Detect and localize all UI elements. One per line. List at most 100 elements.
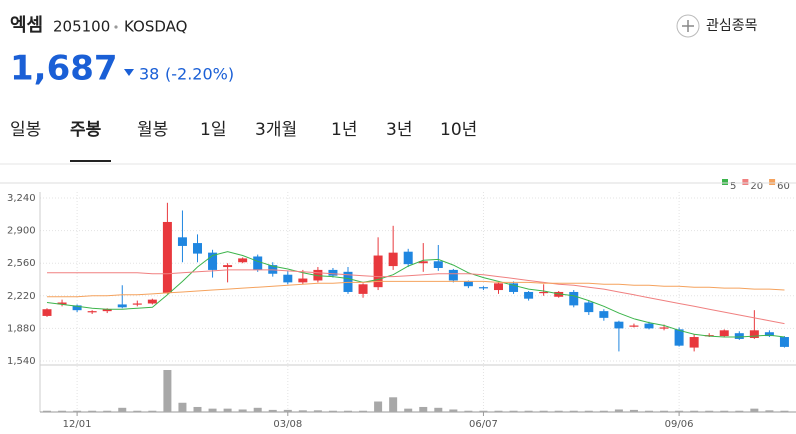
candle-body [524, 291, 534, 299]
candle-body [117, 304, 127, 308]
tab[interactable]: 주봉 [70, 120, 102, 140]
candle-body [358, 284, 368, 294]
volume-bar [629, 409, 638, 412]
y-tick-label: 1,540 [7, 356, 36, 367]
volume-bar [163, 370, 172, 412]
candle-body [764, 332, 774, 337]
separator-dot [114, 25, 118, 29]
volume-bar [223, 408, 232, 412]
volume-bar [118, 407, 127, 412]
candle-body [674, 329, 684, 346]
y-tick-label: 2,900 [7, 226, 36, 237]
volume-bar [765, 410, 774, 412]
change: 38 [139, 65, 159, 84]
volume-bar [584, 410, 593, 412]
candle-body [569, 291, 579, 306]
volume-bar [404, 408, 413, 412]
candle-body [177, 237, 187, 246]
stock-code: 205100 [53, 18, 110, 36]
candle-body [584, 302, 594, 313]
plus [682, 20, 694, 32]
volume-bar [660, 410, 669, 412]
volume-bar [599, 410, 608, 412]
volume-bar [298, 410, 307, 412]
candle-body [614, 321, 624, 329]
legend: 5 20 60 [722, 179, 790, 192]
volume-bar [283, 409, 292, 412]
tab[interactable]: 3년 [386, 120, 412, 140]
candle-body [373, 255, 383, 288]
legend-label: 5 [730, 181, 736, 192]
legend-label: 60 [777, 181, 790, 192]
tab[interactable]: 3개월 [255, 120, 297, 140]
candle-body [283, 274, 293, 283]
watch-button[interactable]: 관심종목 [676, 14, 758, 38]
candle-body [463, 281, 473, 287]
volume-bar [720, 410, 729, 412]
candle-body [87, 311, 97, 313]
x-tick-label: 12/01 [63, 419, 92, 430]
candle-body [147, 299, 157, 304]
stock-name: 엑셈 [10, 15, 43, 36]
y-tick-label: 1,880 [7, 323, 36, 334]
candle-body [494, 283, 503, 291]
volume-bar [780, 410, 789, 412]
volume-bar [313, 410, 322, 412]
y-tick-label: 2,560 [7, 258, 36, 269]
candle-body [313, 269, 323, 281]
y-tick-label: 3,240 [7, 193, 36, 204]
tab[interactable]: 10년 [440, 120, 477, 140]
tab[interactable]: 일봉 [10, 120, 41, 140]
candle-body [719, 330, 729, 337]
volume-bar [178, 402, 187, 412]
candle-body [42, 309, 52, 316]
candle-body [599, 311, 609, 318]
volume-bar [374, 401, 383, 412]
tab[interactable]: 월봉 [137, 120, 168, 140]
volume-bar [705, 410, 714, 412]
legend-swatch [769, 179, 776, 185]
watch-label[interactable]: 관심종목 [706, 18, 758, 34]
candle-body [193, 243, 202, 254]
candle-body [57, 302, 67, 305]
ma-line [47, 280, 785, 298]
volume-bar [389, 397, 398, 412]
candle-body [72, 305, 82, 311]
stock-market: KOSDAQ [124, 18, 187, 36]
volume-bar [208, 408, 217, 412]
candle-body [644, 323, 654, 329]
candle-body [418, 261, 428, 264]
legend-swatch [722, 179, 728, 185]
volume-bar [268, 409, 277, 412]
volume-bar [554, 410, 563, 412]
volume-bar [73, 410, 82, 412]
volume-bar [88, 410, 97, 412]
volume-bar [419, 406, 428, 412]
candle-body [132, 303, 142, 305]
volume-bar [133, 410, 142, 412]
candle-body [734, 333, 744, 339]
candle-body [102, 309, 112, 312]
volume-bar [614, 409, 623, 412]
volume-bar [569, 410, 578, 412]
volume-bar [238, 409, 247, 412]
ma-line [47, 269, 785, 325]
volume-bar [148, 410, 157, 412]
candle-body [403, 251, 413, 265]
tabs: 일봉 주봉 월봉 1일 3개월 1년 3년 10년 [10, 120, 477, 140]
tab[interactable]: 1일 [200, 120, 226, 140]
candle-body [223, 265, 233, 268]
volume-bar [539, 410, 548, 412]
volume-bar [690, 410, 699, 412]
volume-bar [735, 410, 744, 412]
candle-body [162, 221, 172, 293]
candle-body [343, 271, 353, 292]
candle-body [779, 337, 789, 347]
tab[interactable]: 1년 [331, 120, 357, 140]
volume-bar [43, 410, 51, 412]
volume-bar [645, 410, 653, 412]
candle-body [238, 258, 248, 263]
change-pct: (-2.20%) [165, 65, 234, 84]
